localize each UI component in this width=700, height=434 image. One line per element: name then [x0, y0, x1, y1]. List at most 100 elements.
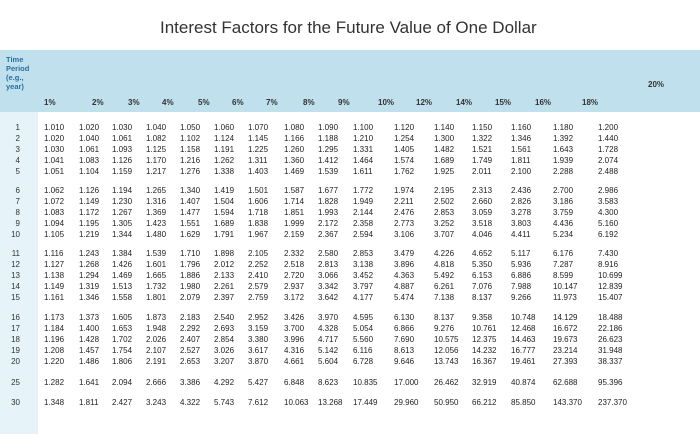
rate-header: 12% — [416, 98, 433, 107]
rate-header: 1% — [44, 98, 56, 107]
factor-cell: 237.370 — [598, 398, 627, 407]
factor-cell: 1.195 — [79, 219, 100, 228]
period-number: 14 — [11, 282, 20, 291]
factor-cell: 1.188 — [318, 134, 339, 143]
factor-cell: 5.474 — [394, 293, 415, 302]
factor-cell: 2.488 — [598, 167, 619, 176]
factor-cell: 85.850 — [511, 398, 536, 407]
factor-cell: 1.504 — [214, 197, 235, 206]
factor-cell: 2.986 — [598, 186, 619, 195]
factor-cell: 1.601 — [146, 260, 167, 269]
factor-cell: 1.070 — [248, 123, 269, 132]
factor-cell: 1.262 — [214, 156, 235, 165]
factor-cell: 13.743 — [434, 357, 459, 366]
period-number: 8 — [15, 208, 20, 217]
rate-header: 14% — [456, 98, 473, 107]
rate-header: 15% — [495, 98, 512, 107]
factor-cell: 1.030 — [44, 145, 65, 154]
factor-cell: 38.337 — [598, 357, 623, 366]
period-number: 17 — [11, 324, 20, 333]
factor-cell: 1.090 — [318, 123, 339, 132]
factor-cell: 1.184 — [44, 324, 65, 333]
factor-cell: 1.173 — [44, 313, 65, 322]
factor-cell: 1.208 — [44, 346, 65, 355]
factor-cell: 1.346 — [79, 293, 100, 302]
factor-cell: 1.360 — [284, 156, 305, 165]
factor-cell: 1.373 — [79, 313, 100, 322]
factor-cell: 3.642 — [318, 293, 339, 302]
factor-cell: 5.492 — [434, 271, 455, 280]
factor-cell: 1.116 — [44, 249, 64, 258]
factor-cell: 2.653 — [180, 357, 201, 366]
factor-cell: 4.322 — [180, 398, 201, 407]
factor-cell: 1.606 — [248, 197, 269, 206]
factor-cell: 5.142 — [318, 346, 339, 355]
factor-cell: 1.300 — [434, 134, 455, 143]
factor-cell: 3.518 — [472, 219, 493, 228]
factor-cell: 1.294 — [79, 271, 100, 280]
factor-cell: 3.970 — [318, 313, 339, 322]
factor-cell: 23.214 — [553, 346, 578, 355]
factor-cell: 2.195 — [434, 186, 455, 195]
table-header-band — [0, 50, 700, 112]
factor-cell: 1.426 — [112, 260, 133, 269]
factor-cell: 1.974 — [394, 186, 415, 195]
factor-cell: 1.316 — [146, 197, 167, 206]
factor-cell: 2.332 — [284, 249, 305, 258]
factor-cell: 3.707 — [434, 230, 455, 239]
factor-cell: 2.518 — [284, 260, 305, 269]
factor-cell: 2.853 — [434, 208, 455, 217]
factor-cell: 5.427 — [248, 378, 269, 387]
factor-cell: 1.172 — [79, 208, 100, 217]
factor-cell: 7.612 — [248, 398, 269, 407]
factor-cell: 29.960 — [394, 398, 419, 407]
factor-cell: 3.059 — [472, 208, 493, 217]
factor-cell: 8.599 — [553, 271, 574, 280]
factor-cell: 1.194 — [112, 186, 133, 195]
factor-cell: 3.797 — [353, 282, 374, 291]
period-number: 4 — [15, 156, 20, 165]
factor-cell: 1.886 — [180, 271, 201, 280]
factor-cell: 1.539 — [318, 167, 339, 176]
rate-header: 20% — [648, 80, 665, 89]
factor-cell: 6.176 — [553, 249, 574, 258]
factor-cell: 3.996 — [284, 335, 305, 344]
factor-cell: 1.405 — [394, 145, 415, 154]
factor-cell: 19.673 — [553, 335, 578, 344]
factor-cell: 22.186 — [598, 324, 623, 333]
factor-cell: 1.749 — [472, 156, 493, 165]
factor-cell: 2.813 — [318, 260, 339, 269]
factor-cell: 2.720 — [284, 271, 305, 280]
factor-cell: 9.646 — [394, 357, 415, 366]
factor-cell: 2.436 — [511, 186, 532, 195]
factor-cell: 2.358 — [353, 219, 374, 228]
factor-cell: 7.138 — [434, 293, 455, 302]
factor-cell: 2.854 — [214, 335, 235, 344]
factor-cell: 1.159 — [112, 167, 133, 176]
factor-cell: 6.848 — [284, 378, 305, 387]
period-header-line: (e.g., — [6, 73, 24, 82]
factor-cell: 12.468 — [511, 324, 536, 333]
period-number: 10 — [11, 230, 20, 239]
factor-cell: 17.000 — [394, 378, 419, 387]
factor-cell: 50.950 — [434, 398, 459, 407]
factor-cell: 12.056 — [434, 346, 459, 355]
rate-header: 4% — [162, 98, 174, 107]
factor-cell: 1.340 — [180, 186, 201, 195]
factor-cell: 2.107 — [146, 346, 167, 355]
period-number: 7 — [15, 197, 20, 206]
factor-cell: 3.172 — [284, 293, 305, 302]
factor-cell: 9.358 — [472, 313, 493, 322]
factor-cell: 2.666 — [146, 378, 167, 387]
factor-cell: 2.407 — [180, 335, 201, 344]
factor-cell: 2.759 — [248, 293, 269, 302]
factor-cell: 1.587 — [284, 186, 305, 195]
factor-cell: 4.300 — [598, 208, 619, 217]
factor-cell: 1.254 — [394, 134, 415, 143]
factor-cell: 1.126 — [79, 186, 100, 195]
factor-cell: 62.688 — [553, 378, 578, 387]
factor-cell: 1.939 — [553, 156, 574, 165]
period-header-line: Period — [6, 64, 30, 73]
factor-cell: 1.806 — [112, 357, 133, 366]
factor-cell: 1.419 — [214, 186, 235, 195]
